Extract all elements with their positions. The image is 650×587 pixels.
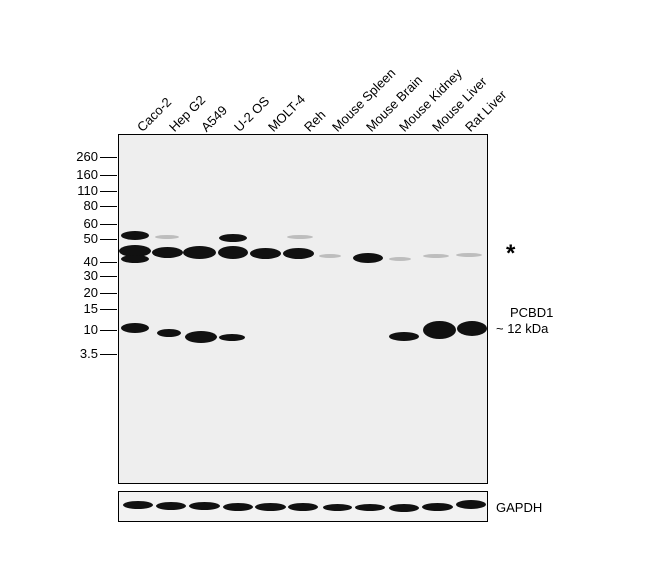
band — [389, 257, 411, 261]
mw-tick-10 — [100, 330, 117, 331]
band — [183, 246, 216, 259]
mw-label-50: 50 — [83, 231, 98, 246]
band — [283, 248, 314, 259]
band — [250, 248, 281, 259]
mw-label-80: 80 — [83, 198, 98, 213]
mw-tick-3-5 — [100, 354, 117, 355]
band — [288, 503, 318, 511]
band — [219, 334, 245, 341]
mw-label-160: 160 — [76, 167, 98, 182]
mw-tick-50 — [100, 239, 117, 240]
mw-label-260: 260 — [76, 149, 98, 164]
band — [123, 501, 153, 509]
band — [152, 247, 183, 258]
mw-tick-40 — [100, 262, 117, 263]
band — [456, 253, 482, 257]
mw-label-60: 60 — [83, 216, 98, 231]
band — [119, 245, 151, 257]
mw-tick-110 — [100, 191, 117, 192]
mw-label-110: 110 — [77, 183, 98, 198]
lane-label-u-2-os: U-2 OS — [231, 93, 273, 135]
band — [456, 500, 486, 509]
band — [189, 502, 220, 510]
band — [422, 503, 453, 511]
nonspecific-band-asterisk: * — [506, 240, 516, 267]
mw-label-15: 15 — [83, 301, 98, 316]
band — [156, 502, 186, 510]
lane-label-reh: Reh — [301, 107, 329, 135]
mw-tick-15 — [100, 309, 117, 310]
band — [121, 231, 149, 240]
mw-tick-160 — [100, 175, 117, 176]
band — [423, 254, 449, 258]
band — [157, 329, 181, 337]
band — [255, 503, 286, 511]
band — [218, 246, 248, 259]
band — [389, 332, 419, 341]
band — [353, 253, 383, 263]
lane-label-caco-2: Caco-2 — [134, 94, 175, 135]
band — [389, 504, 419, 512]
mw-label-30: 30 — [83, 268, 98, 283]
band — [423, 321, 456, 339]
mw-tick-20 — [100, 293, 117, 294]
band — [121, 255, 149, 263]
band — [155, 235, 179, 239]
band — [185, 331, 217, 343]
band — [219, 234, 247, 242]
band — [355, 504, 385, 511]
mw-label-3-5: 3.5 — [79, 346, 98, 361]
band — [319, 254, 341, 258]
western-blot-panel — [118, 134, 488, 484]
band — [223, 503, 253, 511]
loading-control-label: GAPDH — [496, 500, 543, 515]
mw-tick-30 — [100, 276, 117, 277]
mw-tick-260 — [100, 157, 117, 158]
target-protein-size: ~ 12 kDa — [496, 321, 549, 336]
band — [323, 504, 352, 511]
target-protein-name: PCBD1 — [510, 305, 554, 320]
mw-tick-60 — [100, 224, 117, 225]
mw-tick-80 — [100, 206, 117, 207]
band — [457, 321, 487, 336]
mw-label-40: 40 — [83, 254, 98, 269]
band — [287, 235, 313, 239]
mw-label-20: 20 — [83, 285, 98, 300]
mw-label-10: 10 — [83, 322, 98, 337]
gapdh-blot-panel — [118, 491, 488, 522]
band — [121, 323, 149, 333]
lane-label-molt-4: MOLT-4 — [265, 91, 309, 135]
